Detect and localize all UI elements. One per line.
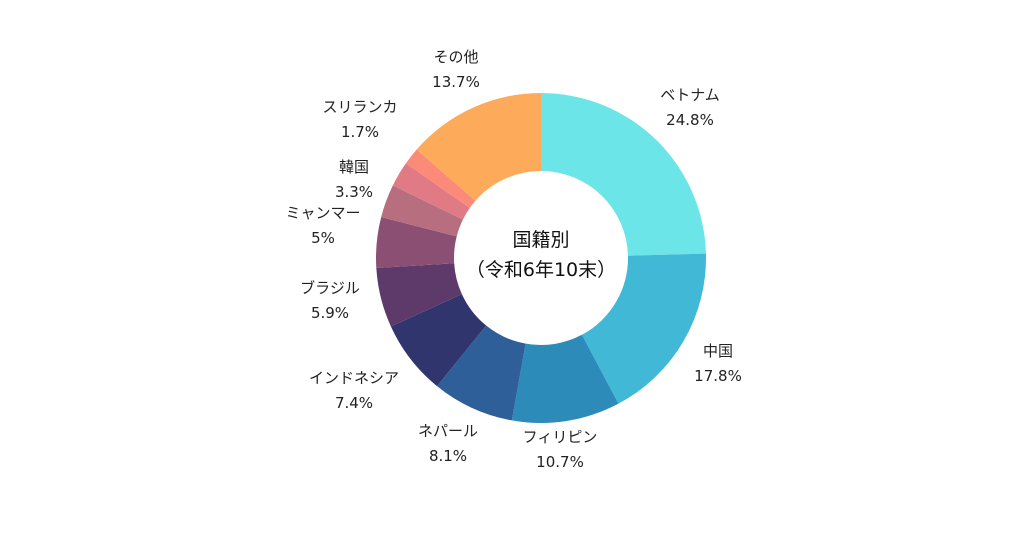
slice-unlabeled-8	[392, 163, 470, 220]
slice-韓国	[381, 185, 463, 237]
slice-label-name: 中国	[703, 342, 733, 360]
slice-label-name: インドネシア	[309, 369, 399, 387]
center-subtitle: （令和6年10末）	[466, 259, 616, 281]
slice-label-value: 3.3%	[335, 183, 373, 201]
slice-ブラジル	[376, 263, 462, 327]
slice-label-name: ネパール	[418, 422, 478, 440]
slice-label-value: 5.9%	[311, 304, 349, 322]
slice-label-name: 韓国	[339, 158, 369, 176]
slice-label-value: 10.7%	[536, 453, 584, 471]
slice-ミャンマー	[376, 217, 457, 269]
slice-label-value: 24.8%	[666, 111, 714, 129]
slice-フィリピン	[511, 334, 619, 423]
slice-スリランカ	[405, 149, 476, 209]
slice-中国	[581, 253, 706, 404]
slice-ネパール	[437, 325, 526, 421]
slice-label-name: ベトナム	[660, 86, 720, 104]
slice-ベトナム	[541, 93, 706, 256]
slices-group	[376, 93, 706, 423]
slice-label-value: 7.4%	[335, 394, 373, 412]
center-title: 国籍別	[512, 229, 569, 251]
labels-group: ベトナム 24.8% 中国 17.8% フィリピン 10.7% ネパール 8.1% インドネシア…	[285, 48, 741, 471]
slice-label-value: 8.1%	[429, 447, 467, 465]
slice-label-name: ブラジル	[300, 279, 360, 297]
slice-label-name: ミャンマー	[285, 204, 360, 222]
slice-label-name: フィリピン	[523, 428, 598, 446]
slice-その他	[416, 93, 541, 201]
slice-label-value: 13.7%	[432, 73, 480, 91]
slice-label-name: スリランカ	[322, 98, 397, 116]
slice-label-value: 1.7%	[341, 123, 379, 141]
slice-label-value: 17.8%	[694, 367, 742, 385]
slice-インドネシア	[390, 294, 487, 387]
slice-label-name: その他	[433, 48, 478, 66]
slice-label-value: 5%	[311, 229, 335, 247]
